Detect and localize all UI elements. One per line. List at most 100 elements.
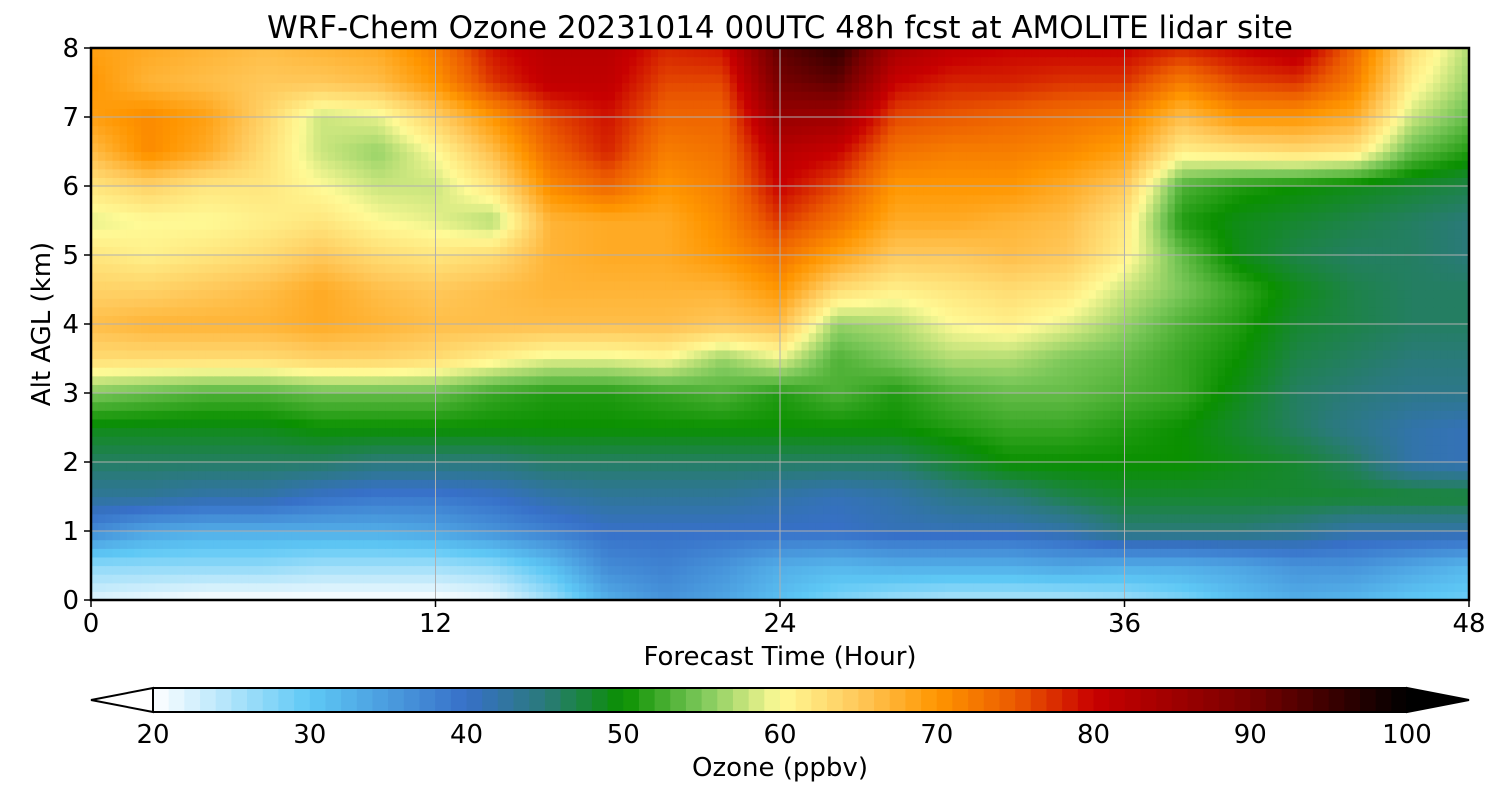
- heatmap-cell: [959, 565, 968, 575]
- heatmap-cell: [866, 462, 874, 472]
- heatmap-cell: [751, 479, 760, 489]
- heatmap-cell: [449, 556, 458, 567]
- heatmap-cell: [148, 539, 157, 549]
- heatmap-cell: [686, 591, 695, 600]
- heatmap-cell: [851, 462, 860, 472]
- heatmap-cell: [937, 505, 946, 515]
- heatmap-cell: [1425, 436, 1434, 446]
- heatmap-cell: [492, 522, 501, 532]
- heatmap-cell: [1268, 444, 1276, 454]
- heatmap-cell: [313, 401, 322, 411]
- heatmap-cell: [1382, 418, 1391, 429]
- heatmap-cell: [464, 470, 472, 480]
- heatmap-cell: [148, 418, 157, 429]
- heatmap-cell: [213, 487, 221, 498]
- heatmap-cell: [1153, 591, 1161, 600]
- heatmap-cell: [945, 418, 953, 429]
- heatmap-cell: [629, 574, 638, 584]
- heatmap-cell: [650, 427, 659, 437]
- heatmap-cell: [1382, 401, 1391, 411]
- heatmap-cell: [1260, 470, 1269, 480]
- heatmap-cell: [1024, 539, 1032, 549]
- heatmap-cell: [923, 496, 932, 506]
- heatmap-cell: [299, 418, 307, 429]
- heatmap-cell: [837, 574, 846, 584]
- heatmap-cell: [270, 539, 279, 549]
- heatmap-cell: [112, 393, 121, 403]
- heatmap-cell: [772, 591, 781, 600]
- heatmap-cell: [722, 436, 731, 446]
- heatmap-cell: [191, 436, 200, 446]
- heatmap-cell: [614, 513, 623, 523]
- heatmap-cell: [184, 453, 193, 463]
- heatmap-cell: [1433, 410, 1441, 420]
- heatmap-cell: [1081, 565, 1090, 575]
- heatmap-cell: [370, 401, 379, 411]
- heatmap-cell: [155, 556, 164, 567]
- heatmap-cell: [1268, 539, 1276, 549]
- heatmap-cell: [1253, 462, 1262, 472]
- heatmap-cell: [1418, 427, 1427, 437]
- heatmap-cell: [1138, 556, 1147, 567]
- heatmap-cell: [564, 582, 573, 592]
- heatmap-cell: [363, 470, 372, 480]
- heatmap-cell: [772, 496, 781, 506]
- heatmap-cell: [313, 496, 322, 506]
- heatmap-cell: [751, 470, 760, 480]
- heatmap-cell: [464, 401, 472, 411]
- heatmap-cell: [1124, 505, 1133, 515]
- heatmap-cell: [830, 565, 839, 575]
- heatmap-cell: [1153, 565, 1161, 575]
- heatmap-cell: [1210, 522, 1219, 532]
- heatmap-cell: [1081, 436, 1090, 446]
- heatmap-cell: [586, 453, 594, 463]
- heatmap-cell: [263, 505, 272, 515]
- heatmap-cell: [1045, 513, 1054, 523]
- heatmap-cell: [650, 462, 659, 472]
- heatmap-cell: [378, 384, 386, 394]
- heatmap-cell: [1153, 444, 1161, 454]
- heatmap-cell: [442, 401, 451, 411]
- heatmap-cell: [1375, 522, 1384, 532]
- heatmap-cell: [808, 384, 817, 394]
- heatmap-cell: [1440, 401, 1449, 411]
- heatmap-cell: [1454, 427, 1463, 437]
- heatmap-cell: [1325, 444, 1334, 454]
- heatmap-cell: [1174, 444, 1183, 454]
- heatmap-cell: [1268, 410, 1276, 420]
- heatmap-cell: [1081, 401, 1090, 411]
- heatmap-cell: [284, 453, 293, 463]
- heatmap-cell: [535, 410, 544, 420]
- heatmap-cell: [1433, 427, 1441, 437]
- heatmap-cell: [894, 427, 903, 437]
- heatmap-cell: [1411, 548, 1420, 558]
- heatmap-cell: [1189, 479, 1197, 489]
- heatmap-cell: [1253, 401, 1262, 411]
- heatmap-cell: [902, 418, 910, 429]
- heatmap-cell: [1117, 384, 1126, 394]
- heatmap-cell: [751, 539, 760, 549]
- heatmap-cell: [701, 462, 709, 472]
- heatmap-cell: [543, 505, 551, 515]
- heatmap-cell: [1275, 418, 1283, 429]
- heatmap-cell: [134, 470, 142, 480]
- heatmap-cell: [1009, 393, 1018, 403]
- heatmap-cell: [1296, 513, 1305, 523]
- heatmap-cell: [1239, 496, 1248, 506]
- heatmap-cell: [851, 410, 860, 420]
- heatmap-cell: [521, 574, 530, 584]
- heatmap-cell: [686, 496, 695, 506]
- heatmap-cell: [1138, 582, 1147, 592]
- heatmap-cell: [378, 453, 386, 463]
- heatmap-cell: [313, 505, 322, 515]
- heatmap-cell: [98, 418, 106, 429]
- heatmap-cell: [406, 513, 415, 523]
- heatmap-cell: [715, 496, 724, 506]
- heatmap-cell: [514, 470, 523, 480]
- heatmap-cell: [758, 565, 767, 575]
- heatmap-cell: [270, 479, 279, 489]
- heatmap-cell: [557, 556, 566, 567]
- heatmap-cell: [428, 539, 437, 549]
- heatmap-cell: [557, 453, 566, 463]
- heatmap-cell: [966, 462, 975, 472]
